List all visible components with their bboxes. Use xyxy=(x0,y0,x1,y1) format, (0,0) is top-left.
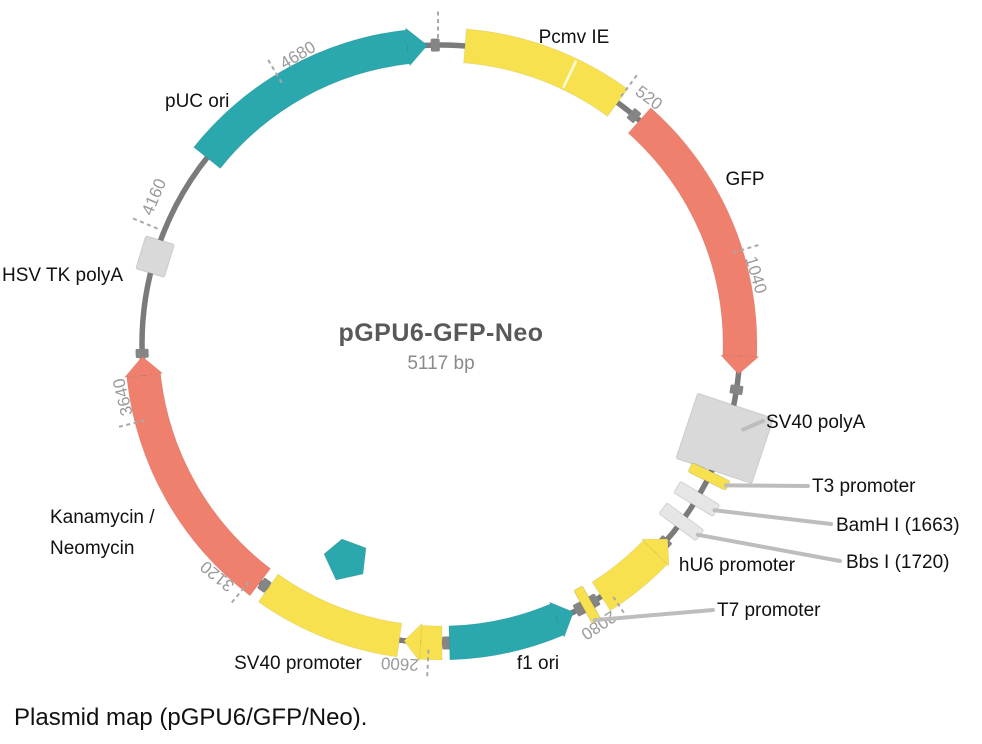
junction-nub-rect xyxy=(729,384,744,395)
figure-caption: Plasmid map (pGPU6/GFP/Neo). xyxy=(14,704,368,731)
feature-label-kanamycin-line1: Kanamycin / xyxy=(50,507,155,528)
feature-label-t7-promoter: T7 promoter xyxy=(717,600,821,621)
tick-label: 2600 xyxy=(380,653,419,674)
plasmid-title: pGPU6-GFP-Neo xyxy=(338,319,544,347)
feature-hu6-promoter-arc xyxy=(591,539,669,612)
tick-dash xyxy=(266,58,283,84)
feature-f1-ori-arc xyxy=(448,603,565,661)
feature-sv40-promoter-arc xyxy=(257,573,403,658)
junction-nub-rect xyxy=(257,577,272,593)
feature-label-t3-promoter: T3 promoter xyxy=(812,476,916,497)
junction-nub-rect xyxy=(573,601,587,617)
feature-label-bamhi-site: BamH I (1663) xyxy=(836,515,960,536)
feature-hsv-tk-polya-box xyxy=(135,235,175,278)
junction-nub xyxy=(430,38,440,52)
feature-pcmv-ie-divider xyxy=(562,60,578,89)
tick-dash xyxy=(620,73,639,98)
tick-dash xyxy=(117,419,145,429)
feature-kanamycin-neomycin-arrowhead xyxy=(124,356,164,378)
tick-dash xyxy=(230,581,250,605)
tick-label: 4160 xyxy=(138,176,170,218)
junction-nub xyxy=(135,348,149,359)
feature-kanamycin-neomycin-arc xyxy=(126,372,272,597)
leader-line-bamhi-site xyxy=(712,508,833,526)
feature-sv40-arrow-arc xyxy=(418,624,443,661)
leader-line-t7-promoter xyxy=(592,608,715,623)
tick-2600: 2600 xyxy=(380,649,430,678)
junction-nub xyxy=(626,108,642,123)
junction-nub xyxy=(729,384,744,395)
feature-label-pcmv-ie: Pcmv IE xyxy=(539,27,610,48)
feature-label-sv40-promoter: SV40 promoter xyxy=(234,653,362,674)
feature-hu6-promoter-arrowhead xyxy=(641,538,670,567)
tick-label: 520 xyxy=(632,82,666,114)
feature-gfp-arrowhead xyxy=(720,354,760,375)
junction-nub-rect xyxy=(430,38,440,52)
junction-nub-rect xyxy=(135,348,149,359)
leader-line-bbsi-site xyxy=(695,532,842,563)
feature-label-sv40-polya: SV40 polyA xyxy=(766,412,866,433)
leader-line-sv40-polya xyxy=(741,419,765,432)
junction-nub-rect xyxy=(587,593,601,609)
tick-dash xyxy=(426,649,430,678)
tick-dash xyxy=(131,216,158,230)
feature-label-hsv-tk-polya: HSV TK polyA xyxy=(2,265,123,286)
feature-label-gfp: GFP xyxy=(725,169,764,190)
junction-nub-rect xyxy=(442,636,452,650)
feature-puc-ori-arrowhead xyxy=(405,27,428,67)
feature-sv40-polya-box xyxy=(675,393,774,484)
tick-dash xyxy=(732,243,761,254)
feature-label-kanamycin-line2: Neomycin xyxy=(50,538,134,559)
feature-label-bbsi-site: Bbs I (1720) xyxy=(846,552,950,573)
feature-label-puc-ori: pUC ori xyxy=(165,91,229,112)
feature-hsv-tk-polya-group xyxy=(135,235,175,278)
junction-nub xyxy=(257,577,272,593)
feature-label-hu6-promoter: hU6 promoter xyxy=(679,555,796,576)
junction-nub-rect xyxy=(626,108,642,123)
feature-gfp-arc xyxy=(627,106,758,358)
leader-line-t3-promoter xyxy=(723,483,810,488)
feature-sv40-polya-group xyxy=(675,393,774,484)
feature-pcmv-ie-arc xyxy=(463,28,629,118)
feature-label-f1-ori: f1 ori xyxy=(517,653,559,674)
plasmid-size: 5117 bp xyxy=(407,353,475,374)
feature-insert-pentagon xyxy=(323,538,367,581)
junction-nub xyxy=(573,601,587,617)
feature-f1-ori-arrowhead xyxy=(549,601,574,638)
junction-nub xyxy=(442,636,452,650)
junction-nub xyxy=(587,593,601,609)
feature-sv40-arrow-arrowhead xyxy=(403,622,423,662)
